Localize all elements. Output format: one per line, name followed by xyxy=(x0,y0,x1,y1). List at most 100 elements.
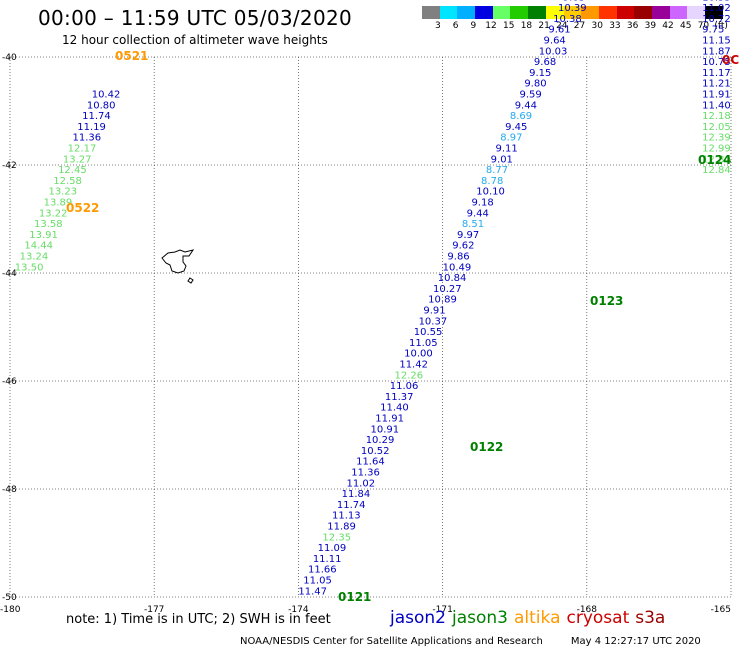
legend-item-jason2: jason2 xyxy=(390,608,446,628)
swh-value-label: 10.03 xyxy=(539,46,568,57)
swh-value-label: 11.40 xyxy=(702,100,731,111)
colorbar-swatch xyxy=(563,6,582,19)
colorbar-swatch xyxy=(422,6,440,19)
track-pass-label: 0124 xyxy=(698,153,731,167)
swh-value-label: 8.78 xyxy=(481,176,503,187)
colorbar-label: 9 xyxy=(470,21,477,31)
colorbar-label: 70 xyxy=(697,21,710,31)
colorbar-label: 39 xyxy=(644,21,657,31)
colorbar-label: 33 xyxy=(609,21,621,31)
lat-tick-label: -40 xyxy=(2,53,17,63)
colorbar-label: 45 xyxy=(679,21,692,31)
swh-value-label: 12.58 xyxy=(53,176,82,187)
swh-value-label: 12.45 xyxy=(58,165,87,176)
swh-value-label: 11.66 xyxy=(308,565,337,576)
colorbar-label: 6 xyxy=(452,21,459,31)
colorbar-labels: 3 6 9 12 15 18 21 24 27 30 33 36 39 42 45 70 (ft) xyxy=(422,21,728,33)
colorbar-swatch xyxy=(457,6,476,19)
swh-value-label: 11.17 xyxy=(702,68,731,79)
swh-value-label: 12.35 xyxy=(322,532,351,543)
track-pass-label: 0121 xyxy=(338,590,371,604)
swh-value-label: 13.24 xyxy=(20,252,49,263)
swh-value-label: 11.05 xyxy=(409,338,438,349)
swh-value-label: 11.91 xyxy=(375,414,404,425)
swh-value-label: 12.26 xyxy=(395,370,424,381)
lon-tick-label: -171 xyxy=(432,605,452,615)
lat-tick-label: -50 xyxy=(2,593,17,603)
satellite-legend: jason2 jason3 altika cryosat s3a xyxy=(390,608,671,628)
swh-value-label: 13.22 xyxy=(39,208,68,219)
swh-value-label: 12.17 xyxy=(68,144,97,155)
track-pass-label: 0123 xyxy=(590,294,623,308)
swh-value-label: 10.38 xyxy=(553,14,582,25)
credit-line: NOAA/NESDIS Center for Satellite Applica… xyxy=(240,636,701,647)
legend-item-cryosat: cryosat xyxy=(566,608,630,628)
swh-value-label: 10.37 xyxy=(419,316,448,327)
swh-value-label: 11.91 xyxy=(702,90,731,101)
colorbar-swatch xyxy=(528,6,546,19)
swh-value-label: 13.23 xyxy=(48,187,77,198)
colorbar-swatch xyxy=(492,6,511,19)
swh-value-label: 10.00 xyxy=(404,349,433,360)
lon-tick-label: -180 xyxy=(0,605,21,615)
swh-value-label: 13.58 xyxy=(34,219,63,230)
swh-value-label: 13.89 xyxy=(44,198,73,209)
swh-value-label: 11.15 xyxy=(702,36,731,47)
swh-value-label: 10.84 xyxy=(438,273,467,284)
track-pass-label: 0C xyxy=(722,53,739,67)
swh-value-label: 11.37 xyxy=(385,392,414,403)
swh-value-label: 12.39 xyxy=(702,133,731,144)
swh-value-label: 8.77 xyxy=(486,165,508,176)
swh-value-label: 9.61 xyxy=(548,25,570,36)
swh-value-label: 11.47 xyxy=(298,586,327,597)
page-subtitle: 12 hour collection of altimeter wave hei… xyxy=(62,33,328,47)
lon-tick-label: -174 xyxy=(288,605,309,615)
colorbar-swatch xyxy=(598,6,617,19)
colorbar-swatch xyxy=(510,6,529,19)
swh-value-label: 9.44 xyxy=(515,100,537,111)
swh-value-label: 11.06 xyxy=(390,381,419,392)
swh-value-label: 12.05 xyxy=(702,122,731,133)
swh-value-label: 8.51 xyxy=(462,219,484,230)
island-outline xyxy=(161,249,195,284)
swh-value-label: 11.36 xyxy=(72,133,101,144)
lat-tick-label: -46 xyxy=(2,377,17,387)
swh-value-label: 10.39 xyxy=(558,3,587,14)
legend-item-jason3: jason3 xyxy=(452,608,508,628)
colorbar-label: 15 xyxy=(502,21,515,31)
map-grid xyxy=(9,56,732,598)
swh-value-label: 9.18 xyxy=(471,198,493,209)
colorbar-swatch xyxy=(651,6,670,19)
swh-value-label: 13.91 xyxy=(29,230,58,241)
swh-value-label: 9.64 xyxy=(544,36,566,47)
colorbar-label: 21 xyxy=(538,21,550,31)
colorbar-label: 12 xyxy=(485,21,497,31)
lon-tick-label: -177 xyxy=(144,605,164,615)
swh-value-label: 11.02 xyxy=(346,478,375,489)
swh-value-label: 9.59 xyxy=(520,90,542,101)
swh-value-label: 11.36 xyxy=(351,468,380,479)
colorbar-swatch xyxy=(634,6,652,19)
swh-value-label: 9.97 xyxy=(457,230,479,241)
swh-value-label: 11.09 xyxy=(318,543,347,554)
colorbar-label: 42 xyxy=(662,21,674,31)
swh-value-label: 10.55 xyxy=(702,0,731,3)
lat-tick-label: -48 xyxy=(2,485,17,495)
swh-value-label: 11.02 xyxy=(702,3,731,14)
colorbar-swatch xyxy=(545,6,564,19)
track-pass-label: 0122 xyxy=(470,440,503,454)
colorbar-swatch xyxy=(439,6,458,19)
swh-value-label: 10.49 xyxy=(443,262,472,273)
swh-value-label: 10.89 xyxy=(428,295,457,306)
colorbar-label: 36 xyxy=(626,21,639,31)
swh-value-label: 9.01 xyxy=(491,154,513,165)
colorbar-swatch xyxy=(616,6,635,19)
colorbar-label: (ft) xyxy=(714,21,728,31)
swh-value-label: 10.27 xyxy=(433,284,462,295)
swh-value-label: 9.68 xyxy=(534,57,556,68)
swh-value-label: 9.91 xyxy=(423,306,445,317)
swh-value-label: 9.15 xyxy=(529,68,551,79)
swh-value-label: 12.84 xyxy=(702,165,731,176)
swh-value-label: 9.11 xyxy=(495,144,517,155)
colorbar-label: 18 xyxy=(520,21,533,31)
